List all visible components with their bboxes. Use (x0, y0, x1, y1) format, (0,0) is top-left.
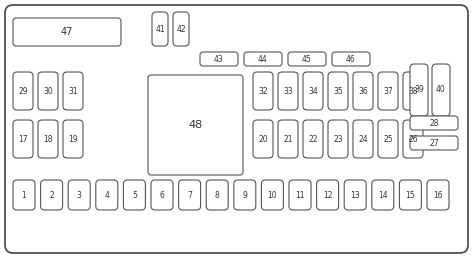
Text: 48: 48 (188, 120, 202, 130)
Text: 31: 31 (68, 87, 78, 96)
FancyBboxPatch shape (303, 120, 323, 158)
Text: 20: 20 (258, 134, 268, 143)
Text: 1: 1 (22, 191, 27, 199)
Text: 39: 39 (414, 85, 424, 95)
Text: 28: 28 (429, 119, 439, 127)
Text: 47: 47 (61, 27, 73, 37)
FancyBboxPatch shape (206, 180, 228, 210)
FancyBboxPatch shape (317, 180, 338, 210)
FancyBboxPatch shape (432, 64, 450, 116)
FancyBboxPatch shape (278, 72, 298, 110)
FancyBboxPatch shape (253, 120, 273, 158)
FancyBboxPatch shape (410, 116, 458, 130)
FancyBboxPatch shape (353, 120, 373, 158)
Text: 33: 33 (283, 87, 293, 96)
Text: 4: 4 (104, 191, 109, 199)
FancyBboxPatch shape (173, 12, 189, 46)
FancyBboxPatch shape (63, 72, 83, 110)
FancyBboxPatch shape (96, 180, 118, 210)
FancyBboxPatch shape (244, 52, 282, 66)
Text: 2: 2 (49, 191, 54, 199)
Text: 12: 12 (323, 191, 332, 199)
FancyBboxPatch shape (378, 120, 398, 158)
FancyBboxPatch shape (41, 180, 63, 210)
Text: 40: 40 (436, 85, 446, 95)
Text: 27: 27 (429, 139, 439, 147)
Text: 11: 11 (295, 191, 305, 199)
FancyBboxPatch shape (13, 120, 33, 158)
Text: 37: 37 (383, 87, 393, 96)
Text: 32: 32 (258, 87, 268, 96)
Text: 3: 3 (77, 191, 82, 199)
FancyBboxPatch shape (5, 5, 468, 253)
FancyBboxPatch shape (13, 18, 121, 46)
FancyBboxPatch shape (152, 12, 168, 46)
FancyBboxPatch shape (13, 72, 33, 110)
FancyBboxPatch shape (400, 180, 421, 210)
FancyBboxPatch shape (253, 72, 273, 110)
Text: 36: 36 (358, 87, 368, 96)
Text: 18: 18 (43, 134, 53, 143)
Text: 42: 42 (176, 25, 186, 33)
FancyBboxPatch shape (353, 72, 373, 110)
Text: 24: 24 (358, 134, 368, 143)
Text: 46: 46 (346, 54, 356, 63)
Text: 17: 17 (18, 134, 28, 143)
FancyBboxPatch shape (427, 180, 449, 210)
Text: 25: 25 (383, 134, 393, 143)
FancyBboxPatch shape (289, 180, 311, 210)
FancyBboxPatch shape (68, 180, 90, 210)
Text: 16: 16 (433, 191, 443, 199)
Text: 7: 7 (187, 191, 192, 199)
FancyBboxPatch shape (410, 136, 458, 150)
Text: 14: 14 (378, 191, 388, 199)
FancyBboxPatch shape (38, 72, 58, 110)
Text: 45: 45 (302, 54, 312, 63)
Text: 22: 22 (308, 134, 318, 143)
FancyBboxPatch shape (200, 52, 238, 66)
FancyBboxPatch shape (378, 72, 398, 110)
FancyBboxPatch shape (278, 120, 298, 158)
Text: 35: 35 (333, 87, 343, 96)
FancyBboxPatch shape (288, 52, 326, 66)
Text: 21: 21 (283, 134, 293, 143)
Text: 23: 23 (333, 134, 343, 143)
FancyBboxPatch shape (410, 64, 428, 116)
FancyBboxPatch shape (328, 72, 348, 110)
FancyBboxPatch shape (328, 120, 348, 158)
FancyBboxPatch shape (63, 120, 83, 158)
FancyBboxPatch shape (123, 180, 146, 210)
FancyBboxPatch shape (403, 120, 423, 158)
FancyBboxPatch shape (332, 52, 370, 66)
FancyBboxPatch shape (148, 75, 243, 175)
FancyBboxPatch shape (179, 180, 201, 210)
Text: 10: 10 (268, 191, 277, 199)
FancyBboxPatch shape (372, 180, 394, 210)
FancyBboxPatch shape (38, 120, 58, 158)
Text: 9: 9 (242, 191, 247, 199)
Text: 43: 43 (214, 54, 224, 63)
Text: 38: 38 (408, 87, 418, 96)
FancyBboxPatch shape (234, 180, 256, 210)
Text: 26: 26 (408, 134, 418, 143)
FancyBboxPatch shape (151, 180, 173, 210)
Text: 34: 34 (308, 87, 318, 96)
Text: 15: 15 (406, 191, 415, 199)
Text: 44: 44 (258, 54, 268, 63)
Text: 6: 6 (160, 191, 164, 199)
FancyBboxPatch shape (261, 180, 283, 210)
FancyBboxPatch shape (303, 72, 323, 110)
FancyBboxPatch shape (13, 180, 35, 210)
Text: 30: 30 (43, 87, 53, 96)
FancyBboxPatch shape (403, 72, 423, 110)
Text: 13: 13 (350, 191, 360, 199)
Text: 19: 19 (68, 134, 78, 143)
Text: 29: 29 (18, 87, 28, 96)
Text: 41: 41 (155, 25, 165, 33)
Text: 5: 5 (132, 191, 137, 199)
FancyBboxPatch shape (344, 180, 366, 210)
Text: 8: 8 (215, 191, 219, 199)
